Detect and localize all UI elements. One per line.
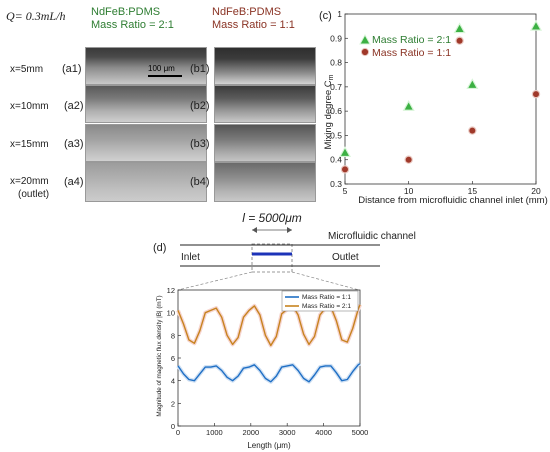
length-label: l = 5000μm [242,211,302,225]
legend-marker-ratio-2-1 [359,33,371,45]
mixing-degree-chart: 5 10 15 20 0.3 0.4 0.5 0.6 0.7 0.8 0.9 1 Mass Ratio… [323,9,548,206]
legend-label-d-ratio-1-1: Mass Ratio = 1:1 [302,294,351,301]
panel-d-label: (d) [153,242,167,254]
column-a-ratio: Mass Ratio = 2:1 [91,19,174,31]
chart-d-xtick-label: 2000 [242,428,259,437]
panel-label-a1: (a1) [62,63,82,75]
chart-d-xtick-label: 1000 [206,428,223,437]
chart-c-ytick-label: 0.9 [330,33,342,43]
chart-c-frame [344,13,537,185]
data-point-ratio-1-1 [340,165,350,174]
row-label-x10: x=10mm [10,101,49,112]
chart-d-xtick-label: 4000 [315,428,332,437]
chart-c-xtick-label: 5 [343,186,348,196]
chart-d-ytick-label: 10 [167,309,175,318]
outlet-label: Outlet [332,252,359,263]
micrograph-b2 [214,85,316,123]
length-arrow-right [287,227,292,233]
length-arrow-left [252,227,257,233]
legend-label-d-ratio-2-1: Mass Ratio = 2:1 [302,303,351,310]
chart-d-ytick-label: 2 [171,399,175,408]
zoom-connector-left [177,271,253,291]
chart-d-xlabel: Length (μm) [247,441,291,450]
panel-label-a2: (a2) [64,100,84,112]
column-b-header: NdFeB:PDMS Mass Ratio = 1:1 [212,6,295,32]
chart-c-ytick-label: 1 [337,9,342,19]
inlet-label: Inlet [181,252,200,263]
row-label-x15: x=15mm [10,139,49,150]
chart-c-xtick-label: 20 [531,186,541,196]
micrograph-b4 [214,162,316,202]
column-b-ratio: Mass Ratio = 1:1 [212,19,295,31]
panel-label-a4: (a4) [64,176,84,188]
data-point-ratio-1-1 [455,36,464,45]
chart-c-ytick-label: 0.8 [330,58,342,68]
chart-d-xtick-label: 5000 [352,428,369,437]
panel-label-b3: (b3) [190,138,210,150]
micrograph-b1 [214,47,316,85]
chart-c-xtick-label: 10 [404,186,414,196]
flow-rate-label: Q= 0.3mL/h [6,9,66,23]
panel-label-b4: (b4) [190,176,210,188]
legend-label-ratio-1-1: Mass Ratio = 1:1 [372,47,451,59]
chart-c-ytick-label: 0.6 [330,106,342,116]
scale-bar-label: 100 μm [148,64,175,73]
micrograph-a4 [85,162,207,202]
chart-d-ytick-label: 8 [171,331,175,340]
data-point-ratio-1-1 [468,126,477,135]
column-b-material: NdFeB:PDMS [212,6,282,18]
column-a-header: NdFeB:PDMS Mass Ratio = 2:1 [91,6,174,32]
chart-d-ytick-label: 0 [171,422,175,431]
chart-d-ytick-label: 6 [171,354,175,363]
chart-d-ytick-label: 4 [171,377,175,386]
micrograph-a3 [85,124,207,162]
scale-bar [148,75,182,77]
chart-c-ytick-label: 0.5 [330,130,342,140]
data-point-ratio-1-1 [404,155,413,164]
chart-c-xtick-label: 15 [468,186,478,196]
panel-d-figure: l = 5000μm Microfluidic channel Inlet Ou… [156,211,416,450]
chart-c-ytick-label: 0.7 [330,82,342,92]
data-point-ratio-2-1 [529,19,543,31]
data-point-ratio-2-1 [453,22,466,34]
micrograph-a2 [85,85,207,123]
chart-c-ylabel: Mixing degree Cm [323,74,335,149]
row-label-x5: x=5mm [10,64,44,75]
column-a-material: NdFeB:PDMS [91,6,161,18]
chart-c-ytick-label: 0.3 [330,179,342,189]
row-label-x20: x=20mm [10,176,49,187]
chart-d-xtick-label: 3000 [279,428,296,437]
chart-d-ytick-label: 12 [167,286,175,295]
micrograph-a1: 100 μm [85,47,207,85]
micrograph-b3 [214,124,316,162]
channel-title: Microfluidic channel [328,231,416,242]
chart-c-xlabel: Distance from microfluidic channel inlet… [358,195,548,206]
panel-label-b1: (b1) [190,63,210,75]
panel-label-b2: (b2) [190,100,210,112]
chart-c-legend: Mass Ratio = 2:1 Mass Ratio = 1:1 [359,33,451,59]
chart-d-legend-box [281,290,359,312]
legend-marker-ratio-1-1 [360,47,370,57]
data-point-ratio-1-1 [531,89,541,99]
channel-zoom-box [251,243,293,273]
panel-c-label: (c) [319,10,332,22]
data-point-ratio-2-1 [466,78,479,90]
chart-c-ytick-label: 0.4 [330,155,342,165]
chart-d-legend: Mass Ratio = 1:1 Mass Ratio = 2:1 [281,290,359,312]
legend-label-ratio-2-1: Mass Ratio = 2:1 [372,34,451,46]
series-line-ratio-1-1 [177,363,361,383]
panel-label-a3: (a3) [64,138,84,150]
series-line-ratio-2-1 [177,304,361,347]
data-point-ratio-2-1 [338,146,352,158]
zoom-connector-right [291,271,360,291]
data-point-ratio-2-1 [402,100,415,111]
chart-d-ylabel: Magnitude of magnetic flux density |B| (… [156,295,163,416]
chart-d-xtick-label: 0 [176,428,180,437]
row-label-outlet: (outlet) [18,189,50,200]
